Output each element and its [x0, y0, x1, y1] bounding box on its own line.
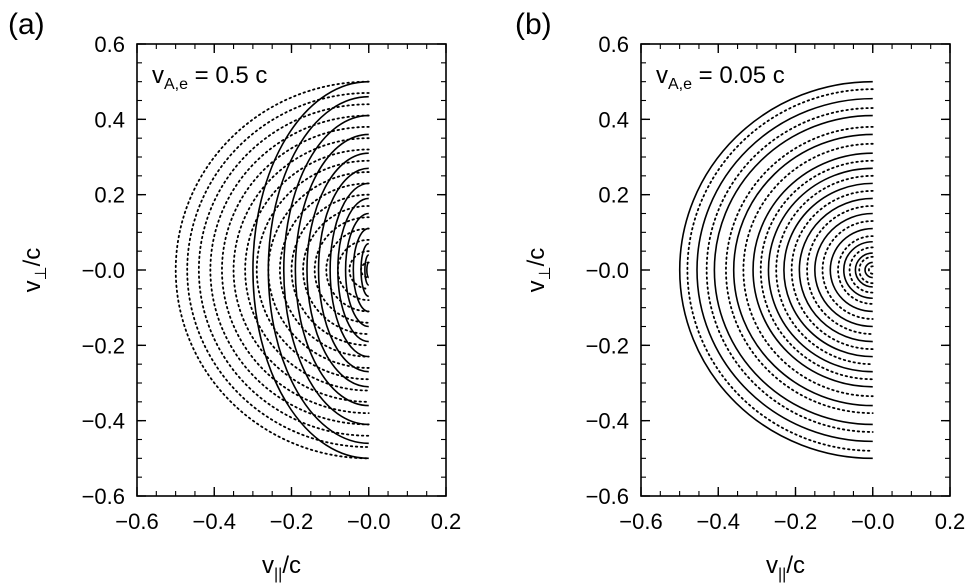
- y-tick-label: −0.4: [82, 409, 125, 434]
- y-tick-label: 0.2: [94, 183, 125, 208]
- x-tick-label: 0.2: [431, 509, 462, 534]
- dotted-contour: [244, 148, 370, 392]
- y-tick-label: −0.2: [82, 333, 125, 358]
- solid-contour: [344, 212, 369, 328]
- x-tick-label: −0.2: [270, 509, 313, 534]
- solid-contour: [713, 114, 873, 426]
- y-tick-label: 0.4: [94, 107, 125, 132]
- x-tick-label: −0.0: [347, 509, 390, 534]
- x-tick-label: −0.2: [774, 509, 817, 534]
- dotted-contour: [302, 205, 370, 335]
- dotted-contour: [232, 137, 370, 403]
- y-tick-label: −0.0: [82, 258, 125, 283]
- series-dotted: [174, 80, 370, 460]
- x-tick-label: −0.0: [851, 509, 894, 534]
- dotted-contour: [255, 159, 370, 381]
- y-tick-label: 0.6: [94, 32, 125, 57]
- dotted-contour: [174, 80, 370, 460]
- x-tick-label: −0.6: [115, 509, 158, 534]
- solid-contour: [732, 133, 873, 407]
- solid-contour: [678, 80, 873, 460]
- solid-contour: [829, 227, 873, 313]
- panel-b: −0.6 −0.4 −0.2 −0.0 0.2 0.6 0.4 0.2 −0.0 −0.2 −0.4…: [515, 8, 965, 583]
- series-dotted: [686, 88, 874, 452]
- dotted-contour: [360, 261, 370, 279]
- dotted-contour: [790, 190, 874, 350]
- dotted-contour: [742, 142, 874, 398]
- x-tick-label: 0.2: [935, 509, 966, 534]
- y-tick-label: −0.6: [82, 484, 125, 509]
- y-tick-label: −0.6: [586, 484, 629, 509]
- dotted-contour: [313, 216, 370, 324]
- solid-contour: [696, 97, 873, 443]
- solid-contour: [767, 167, 873, 373]
- y-tick-label: 0.6: [598, 32, 629, 57]
- solid-contour: [317, 167, 369, 373]
- solid-contour: [366, 261, 370, 279]
- dotted-contour: [705, 107, 874, 433]
- solid-contour: [364, 254, 370, 286]
- y-tick-label: −0.2: [586, 333, 629, 358]
- solid-contour: [783, 182, 873, 358]
- dotted-contour: [197, 103, 370, 437]
- y-axis-label: v⊥/c: [19, 248, 50, 293]
- annotation: vA,e = 0.05 c: [656, 62, 785, 93]
- dotted-contour: [325, 227, 370, 313]
- solid-contour: [352, 227, 369, 313]
- y-tick-label: 0.4: [598, 107, 629, 132]
- solid-contour: [252, 80, 369, 460]
- solid-contour: [283, 114, 369, 426]
- series-solid: [252, 80, 370, 460]
- dotted-contour: [868, 265, 874, 275]
- solid-contour: [814, 212, 873, 328]
- dotted-contour: [348, 250, 370, 290]
- dotted-contour: [290, 193, 370, 347]
- x-tick-label: −0.6: [619, 509, 662, 534]
- dotted-contour: [759, 159, 874, 381]
- x-tick-label: −0.4: [697, 509, 740, 534]
- dotted-contour: [848, 246, 874, 294]
- dotted-contour: [775, 174, 874, 366]
- solid-contour: [843, 240, 873, 300]
- panel-label: (b): [515, 8, 552, 41]
- solid-contour: [306, 152, 369, 388]
- panel-label: (a): [8, 8, 45, 41]
- dotted-contour: [267, 171, 370, 369]
- dotted-contour: [806, 205, 874, 335]
- dotted-contour: [821, 220, 874, 320]
- solid-contour: [798, 197, 873, 343]
- dotted-contour: [186, 92, 370, 448]
- y-tick-label: 0.2: [598, 183, 629, 208]
- dotted-contour: [725, 125, 874, 415]
- dotted-contour: [279, 182, 370, 358]
- dotted-contour: [209, 114, 370, 426]
- solid-contour: [337, 197, 369, 343]
- dotted-contour: [858, 255, 874, 285]
- dotted-contour: [686, 88, 874, 452]
- dotted-contour: [837, 235, 874, 305]
- solid-contour: [864, 261, 873, 279]
- solid-contour: [329, 182, 369, 358]
- y-tick-label: −0.0: [586, 258, 629, 283]
- dotted-contour: [221, 125, 370, 415]
- x-axis-label: v||/c: [262, 552, 301, 583]
- x-tick-label: −0.4: [193, 509, 236, 534]
- panel-a: −0.6 −0.4 −0.2 −0.0 0.2 0.6 0.4 0.2 −0.0 −0.2 −0.4…: [8, 8, 461, 583]
- solid-contour: [854, 252, 873, 288]
- annotation: vA,e = 0.5 c: [152, 62, 267, 93]
- plot-frame: [640, 43, 951, 497]
- y-tick-label: −0.4: [586, 409, 629, 434]
- solid-contour: [294, 133, 369, 407]
- series-solid: [678, 80, 873, 460]
- y-axis-label: v⊥/c: [523, 248, 554, 293]
- solid-contour: [752, 152, 873, 388]
- x-axis-label: v||/c: [766, 552, 805, 583]
